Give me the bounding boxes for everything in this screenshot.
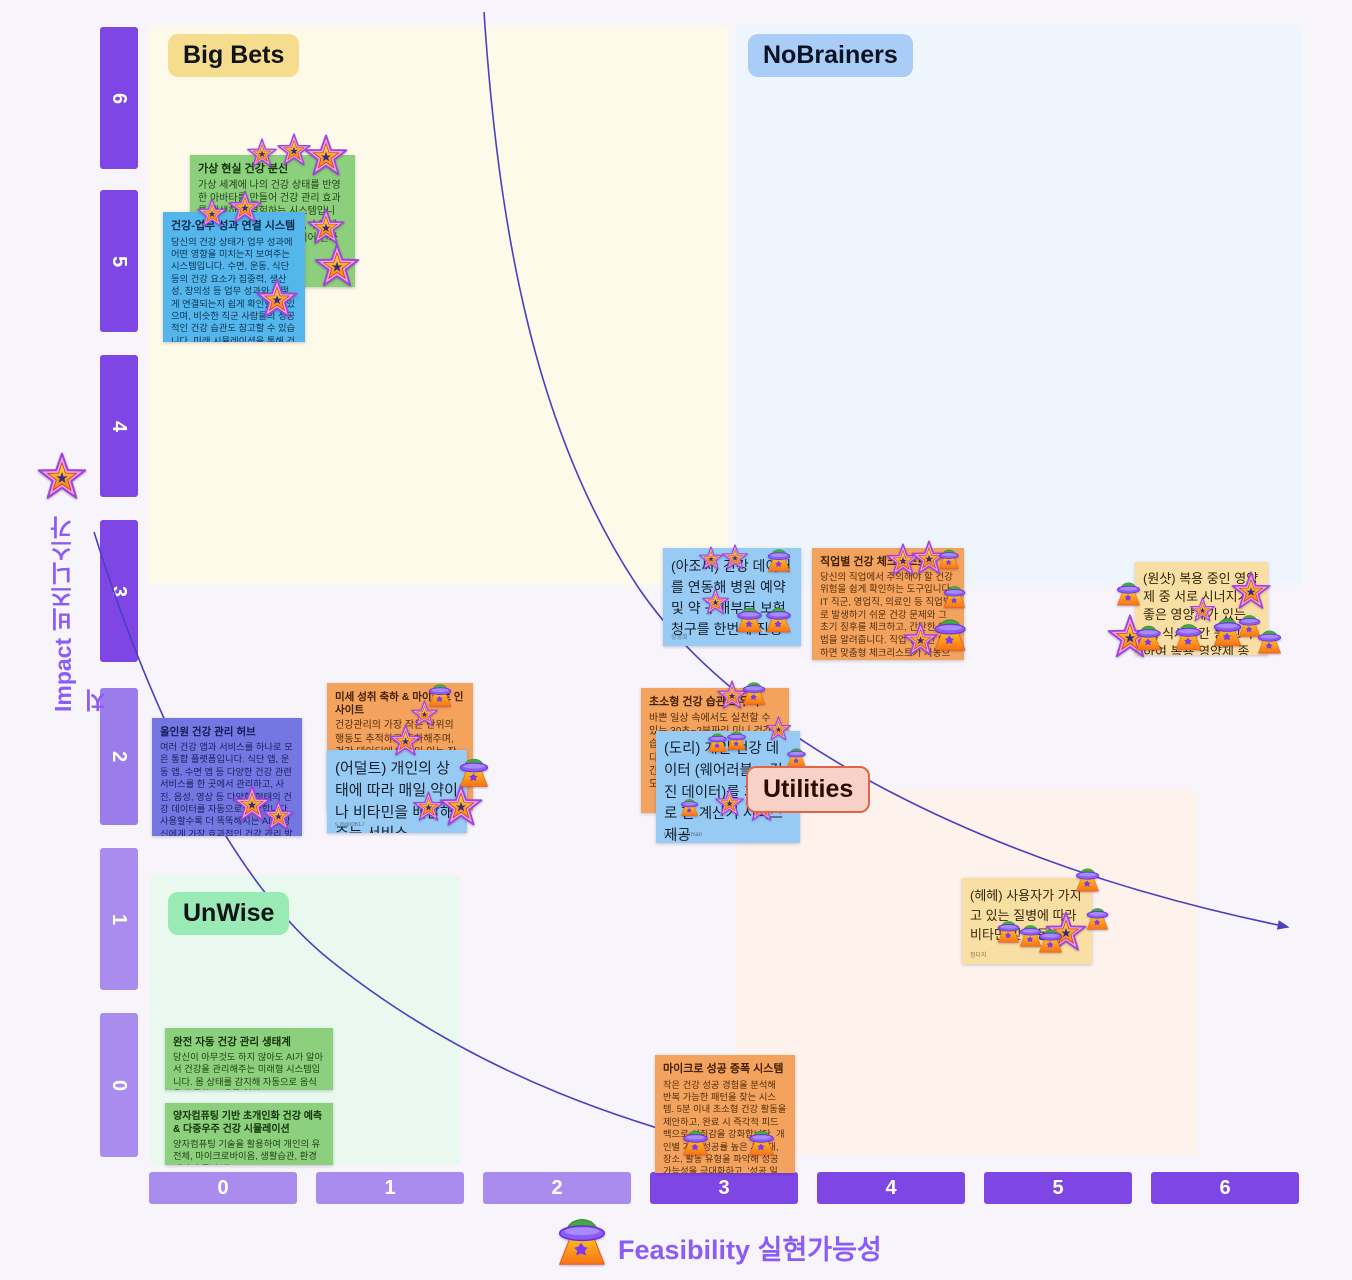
note-author: 정다지 (970, 953, 987, 959)
y-axis-label: Impact 비즈니스가치 (50, 516, 110, 712)
impact-star-stamp-icon (306, 208, 346, 248)
feasibility-ufo-stamp-icon (1113, 577, 1144, 608)
y-tick-1: 1 (100, 848, 138, 990)
y-tick-4: 4 (100, 355, 138, 497)
impact-star-stamp-icon (721, 544, 749, 572)
feasibility-ufo-stamp-icon (762, 602, 795, 635)
feasibility-ufo-stamp-icon (936, 545, 962, 571)
feasibility-ufo-stamp-icon (1254, 625, 1285, 656)
note-title: 양자컴퓨팅 기반 초개인화 건강 예측 & 다중우주 건강 시뮬레이션 (173, 1111, 323, 1135)
impact-star-stamp-icon (1230, 571, 1272, 613)
x-tick-4: 4 (817, 1172, 965, 1204)
impact-star-stamp-icon (701, 588, 730, 617)
y-tick-6: 6 (100, 27, 138, 169)
feasibility-ufo-stamp-icon (739, 677, 769, 707)
feasibility-ufo-stamp-icon (1083, 903, 1112, 932)
impact-star-stamp-icon (262, 800, 295, 833)
impact-star-icon (36, 452, 88, 504)
feasibility-ufo-stamp-icon (425, 679, 455, 709)
feasibility-ufo-stamp-icon (764, 544, 794, 574)
quadrant-utilities-area (736, 790, 1197, 1155)
quadrant-label-unwise[interactable]: UnWise (168, 892, 290, 935)
note-title: 건강-업무 성과 연결 시스템 (171, 220, 296, 232)
feasibility-ufo-stamp-icon (679, 1125, 712, 1158)
note-title: 가상 현실 건강 분신 (198, 163, 289, 175)
feasibility-ufo-stamp-icon (940, 581, 969, 610)
x-axis-label: Feasibility 실현가능성 (618, 1235, 882, 1265)
quadrant-label-utilities[interactable]: Utilities (746, 766, 871, 813)
feasibility-ufo-stamp-icon (455, 752, 493, 790)
x-tick-5: 5 (984, 1172, 1132, 1204)
quadrant-label-nobrainers[interactable]: NoBrainers (748, 34, 913, 77)
feasibility-ufo-stamp-icon (745, 1125, 778, 1158)
impact-star-stamp-icon (714, 788, 745, 819)
note-author: Uma Thurman (664, 832, 703, 838)
impact-star-stamp-icon (196, 198, 228, 230)
impact-star-stamp-icon (313, 243, 361, 291)
x-tick-2: 2 (483, 1172, 631, 1204)
x-tick-0: 0 (149, 1172, 297, 1204)
note-author: 상명희 (671, 635, 688, 641)
note-title: 올인원 건강 관리 허브 (160, 726, 256, 738)
impact-star-stamp-icon (227, 190, 263, 226)
y-tick-5: 5 (100, 190, 138, 332)
impact-star-stamp-icon (246, 138, 278, 170)
feasibility-ufo-stamp-icon (678, 795, 701, 818)
note-author: s.mgn0617 (335, 822, 365, 828)
sticky-note-full-auto-health-ecosystem[interactable]: 완전 자동 건강 관리 생태계 당신이 아무것도 하지 않아도 AI가 알아서 … (165, 1028, 333, 1090)
x-tick-3: 3 (650, 1172, 798, 1204)
sticky-note-health-work-performance[interactable]: 건강-업무 성과 연결 시스템 당신의 건강 상태가 업무 성과에 어떤 영향을… (163, 212, 305, 342)
x-tick-1: 1 (316, 1172, 464, 1204)
impact-star-stamp-icon (388, 724, 423, 759)
feasibility-ufo-stamp-icon (1132, 620, 1165, 653)
feasibility-ufo-stamp-icon (1171, 618, 1206, 653)
impact-star-stamp-icon (255, 278, 299, 322)
x-tick-6: 6 (1151, 1172, 1299, 1204)
note-title: 마이크로 성공 증폭 시스템 (663, 1063, 784, 1075)
quadrant-nobrainers-area (736, 25, 1302, 585)
feasibility-ufo-stamp-icon (1072, 863, 1103, 894)
note-body: 당신의 건강 상태가 업무 성과에 어떤 영향을 미치는지 보여주는 시스템입니… (171, 236, 296, 342)
feasibility-ufo-stamp-icon (929, 612, 971, 654)
note-title: 완전 자동 건강 관리 생태계 (173, 1036, 291, 1048)
feasibility-ufo-stamp-icon (1035, 924, 1066, 955)
feasibility-ufo-stamp-icon (724, 727, 749, 752)
note-body: 양자컴퓨팅 기술을 활용하여 개인의 유전체, 마이크로바이옴, 생활습관, 환… (173, 1139, 321, 1165)
feasibility-ufo-icon (551, 1208, 613, 1270)
quadrant-label-big-bets[interactable]: Big Bets (168, 34, 300, 77)
impact-star-stamp-icon (303, 134, 349, 180)
sticky-note-quantum-health-simulation[interactable]: 양자컴퓨팅 기반 초개인화 건강 예측 & 다중우주 건강 시뮬레이션 양자컴퓨… (165, 1103, 333, 1165)
impact-star-stamp-icon (765, 716, 792, 743)
y-tick-0: 0 (100, 1013, 138, 1157)
note-body: 당신이 아무것도 하지 않아도 AI가 알아서 건강을 관리해주는 미래형 시스… (173, 1052, 323, 1090)
impact-star-stamp-icon (438, 784, 484, 830)
